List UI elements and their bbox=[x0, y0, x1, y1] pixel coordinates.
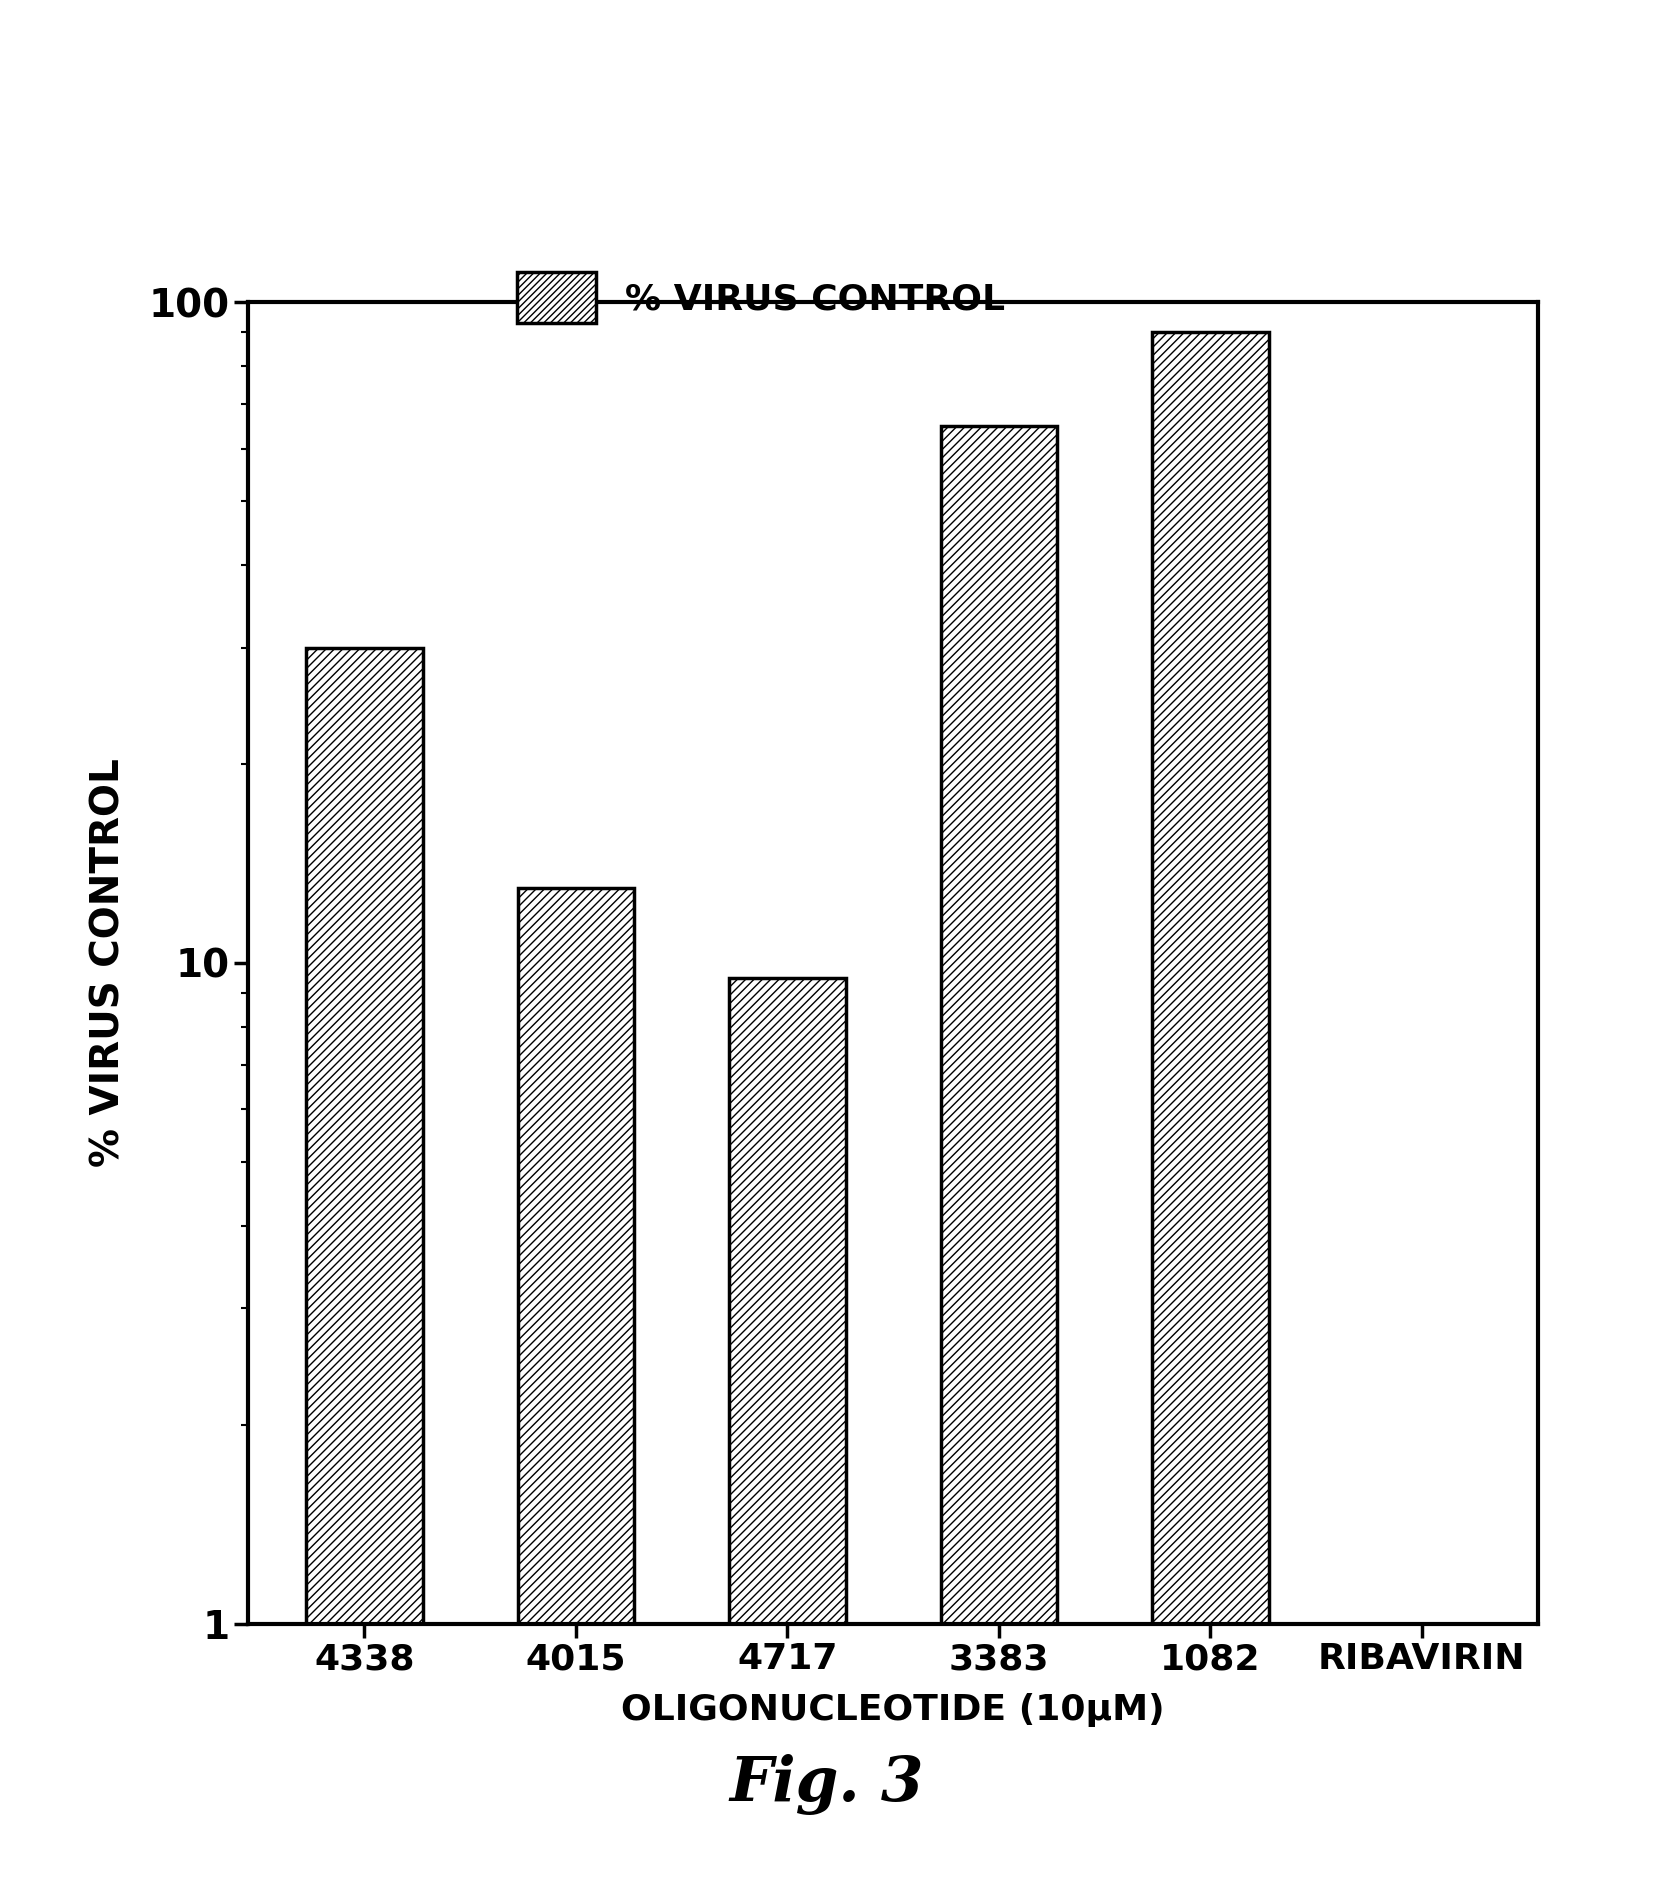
Text: Fig. 3: Fig. 3 bbox=[729, 1754, 925, 1814]
Bar bbox=[1153, 332, 1269, 1888]
Y-axis label: % VIRUS CONTROL: % VIRUS CONTROL bbox=[89, 759, 127, 1167]
Legend: % VIRUS CONTROL: % VIRUS CONTROL bbox=[498, 255, 1024, 342]
Bar bbox=[941, 425, 1057, 1888]
X-axis label: OLIGONUCLEOTIDE (10μM): OLIGONUCLEOTIDE (10μM) bbox=[622, 1694, 1164, 1728]
Bar bbox=[518, 887, 633, 1888]
Bar bbox=[306, 648, 422, 1888]
Bar bbox=[729, 978, 845, 1888]
